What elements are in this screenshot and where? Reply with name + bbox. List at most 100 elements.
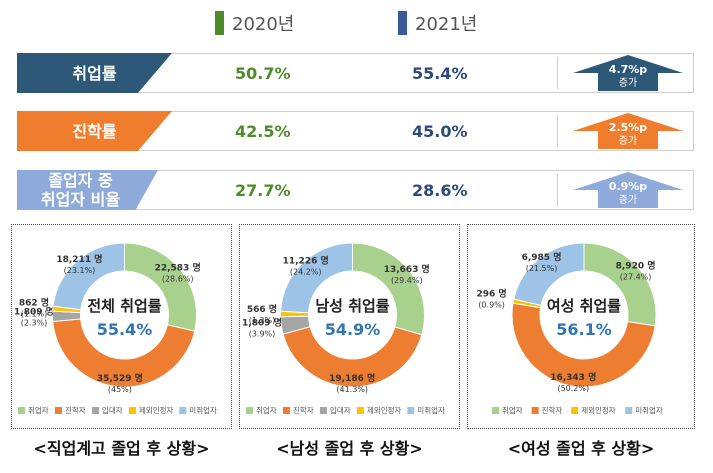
center-title: 여성 취업률 — [547, 297, 621, 315]
legend-2021: 2021년 — [398, 10, 477, 36]
chart-panel-female: 8,920 명 (27.4%) 16,343 명 (50.2%) 296 명 (0.9%)… — [467, 224, 695, 429]
slice-percent-label: (45%) — [108, 385, 132, 394]
legend-swatch — [128, 407, 136, 414]
legend-2021-label: 2021년 — [415, 14, 478, 35]
slice-percent-label: (27.4%) — [620, 273, 652, 282]
legend-label: 제외인정자 — [367, 405, 402, 415]
slice-percent-label: (1.2%) — [249, 316, 276, 325]
legend-swatch — [319, 407, 327, 414]
donut-slice-5 — [280, 242, 353, 314]
slice-count-label: 566 명 — [247, 303, 277, 315]
legend-swatch — [246, 407, 253, 414]
legend-2020: 2020년 — [215, 10, 294, 36]
value-2021: 55.4% — [412, 63, 468, 83]
slice-count-label: 6,985 명 — [522, 251, 562, 263]
legend-2020-label: 2020년 — [232, 14, 295, 35]
donut-slice-2 — [52, 318, 196, 388]
legend-swatch — [18, 407, 25, 414]
legend-label: 입대자 — [102, 406, 123, 415]
legend-label: 미취업자 — [635, 406, 663, 415]
change-value: 0.9%p — [609, 180, 648, 193]
row-employment-rate: 취업률 50.7% 55.4% 4.7%p 증가 — [17, 53, 694, 93]
slice-percent-label: (0.9%) — [478, 300, 505, 309]
legend-label: 진학자 — [293, 405, 314, 415]
chart-panel-total: 22,583 명 (28.6%) 35,529 명 (45%) 1,809 명 (2.3%… — [11, 224, 232, 429]
center-value: 56.1% — [556, 320, 612, 339]
caption-total: <직업계고 졸업 후 상황> — [33, 439, 210, 458]
slice-count-label: 19,186 명 — [329, 372, 375, 384]
donut-chart-male: 13,663 명(29.4%) 19,186 명(41.3%) 1,809 명(3.… — [242, 242, 445, 415]
legend-swatch — [282, 407, 290, 414]
up-arrow-icon: 4.7%p 증가 — [573, 55, 683, 91]
donut-slice-2 — [282, 326, 423, 388]
slice-count-label: 1,809 명 — [242, 317, 282, 329]
legend-label: 취업자 — [256, 406, 277, 415]
center-value: 54.9% — [325, 320, 381, 339]
legend-swatch — [407, 407, 415, 414]
legend-label: 취업자 — [28, 406, 49, 415]
slice-count-label: 18,211 명 — [56, 253, 102, 265]
slice-percent-label: (21.5%) — [526, 264, 558, 273]
legend-label: 제외인정자 — [581, 405, 616, 415]
legend-label: 진학자 — [65, 405, 86, 415]
donut-chart-female: 8,920 명(27.4%) 16,343 명(50.2%) 296 명(0.9%)… — [477, 242, 663, 415]
legend-label: 미취업자 — [417, 406, 445, 415]
slice-count-label: 22,583 명 — [155, 262, 201, 274]
donut-slice-5 — [52, 242, 125, 311]
center-title: 남성 취업률 — [315, 297, 389, 315]
slice-count-label: 1,809 명 — [14, 306, 54, 318]
slice-percent-label: (1.1%) — [21, 309, 48, 318]
legend-swatch — [531, 407, 539, 414]
slice-percent-label: (2.3%) — [21, 319, 48, 328]
legend-2021-swatch — [398, 11, 407, 35]
up-arrow-icon: 0.9%p 증가 — [573, 172, 683, 208]
change-word: 증가 — [619, 77, 637, 89]
chart-panel-male: 13,663 명 (29.4%) 19,186 명 (41.3%) 1,809 명 (3.… — [239, 224, 460, 429]
donut-slice-4 — [513, 242, 585, 306]
donut-slice-2 — [511, 302, 656, 388]
change-word: 증가 — [619, 194, 637, 206]
slice-count-label: 16,343 명 — [550, 371, 596, 383]
value-2020: 50.7% — [235, 63, 291, 83]
slice-percent-label: (41.3%) — [336, 385, 368, 394]
legend-swatch — [91, 407, 99, 414]
legend-label: 진학자 — [542, 405, 563, 415]
row-advancement-rate: 진학률 42.5% 45.0% 2.5%p 증가 — [17, 111, 694, 151]
legend-label: 취업자 — [502, 406, 523, 415]
center-title: 전체 취업률 — [87, 297, 161, 315]
slice-count-label: 35,529 명 — [97, 372, 143, 384]
legend-swatch — [625, 407, 633, 414]
slice-percent-label: (3.9%) — [249, 330, 276, 339]
legend-swatch — [179, 407, 187, 414]
slice-percent-label: (29.4%) — [391, 276, 423, 285]
row-label: 졸업자 중 취업자 비율 — [17, 170, 158, 210]
change-word: 증가 — [619, 135, 637, 147]
legend-swatch — [356, 407, 364, 414]
caption-female: <여성 졸업 후 상황> — [507, 439, 655, 458]
slice-percent-label: (24.2%) — [290, 268, 322, 277]
change-value: 2.5%p — [609, 121, 648, 134]
row-label: 취업률 — [17, 53, 172, 93]
legend-label: 제외인정자 — [139, 405, 174, 415]
slice-count-label: 13,663 명 — [384, 263, 430, 275]
change-value: 4.7%p — [609, 63, 648, 76]
caption-male: <남성 졸업 후 상황> — [276, 439, 423, 458]
value-2020: 27.7% — [235, 180, 291, 200]
legend-2020-swatch — [215, 11, 224, 35]
donut-chart-total: 22,583 명(28.6%) 35,529 명(45%) 1,809 명(2.3%… — [14, 242, 217, 415]
slice-percent-label: (28.6%) — [162, 275, 194, 284]
value-2021: 28.6% — [412, 180, 468, 200]
legend-label: 미취업자 — [189, 406, 217, 415]
slice-count-label: 11,226 명 — [283, 255, 329, 267]
row-employed-ratio: 졸업자 중 취업자 비율 27.7% 28.6% 0.9%p 증가 — [17, 170, 694, 210]
value-2021: 45.0% — [412, 121, 468, 141]
slice-percent-label: (23.1%) — [64, 266, 96, 275]
slice-count-label: 862 명 — [19, 296, 49, 308]
donut-slice-1 — [124, 242, 197, 332]
slice-percent-label: (50.2%) — [557, 384, 589, 393]
legend-swatch — [54, 407, 62, 414]
value-2020: 42.5% — [235, 121, 291, 141]
legend-label: 입대자 — [330, 406, 351, 415]
up-arrow-icon: 2.5%p 증가 — [573, 113, 683, 149]
legend-swatch — [492, 407, 499, 414]
